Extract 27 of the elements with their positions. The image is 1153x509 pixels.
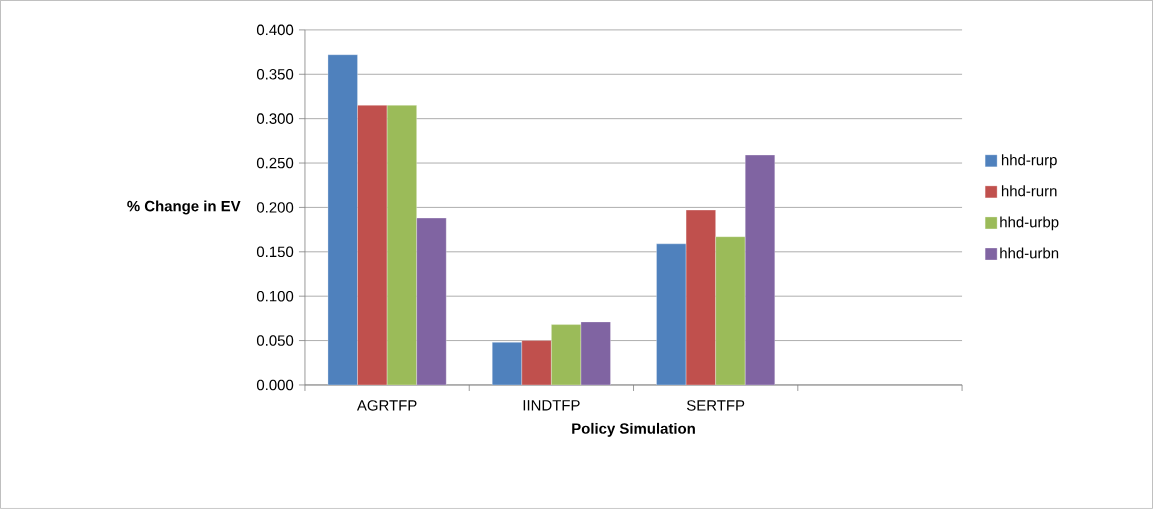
x-tick-label: SERTFP — [686, 400, 745, 411]
x-axis-title: Policy Simulation — [572, 422, 695, 437]
y-tick-label: 0.200 — [256, 202, 294, 213]
bar — [416, 217, 447, 386]
y-tick-label: 0.100 — [256, 290, 294, 302]
x-tick-label: IINDTFP — [523, 400, 580, 411]
bar — [492, 342, 522, 386]
legend-label: hhd-rurp — [1001, 154, 1057, 169]
legend-label: hhd-rurn — [1001, 185, 1057, 197]
y-tick-label: 0.300 — [256, 113, 294, 124]
legend-label: hhd-urbp — [1000, 216, 1059, 231]
y-axis-title: % Change in EV — [127, 200, 241, 215]
bar — [745, 154, 775, 386]
y-tick-label: 0.150 — [256, 246, 294, 258]
bar — [580, 321, 611, 386]
bar — [386, 105, 417, 386]
bar — [327, 54, 358, 386]
bar — [656, 243, 687, 386]
bar — [715, 236, 746, 386]
y-tick-label: 0.250 — [256, 157, 294, 169]
bar — [551, 324, 582, 386]
y-tick-label: 0.000 — [256, 379, 294, 391]
x-tick-label: AGRTFP — [356, 400, 417, 411]
legend-label: hhd-urbn — [1000, 247, 1059, 259]
y-tick-label: 0.400 — [256, 24, 294, 36]
y-tick-label: 0.350 — [256, 69, 294, 80]
y-tick-label: 0.050 — [256, 335, 294, 346]
